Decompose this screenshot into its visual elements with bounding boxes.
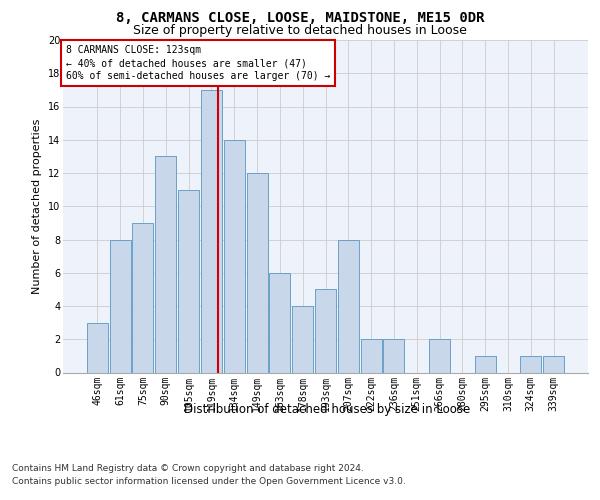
Text: Size of property relative to detached houses in Loose: Size of property relative to detached ho…	[133, 24, 467, 37]
Y-axis label: Number of detached properties: Number of detached properties	[32, 118, 42, 294]
Bar	[201, 90, 222, 372]
Bar	[224, 140, 245, 372]
Bar	[155, 156, 176, 372]
Text: 8, CARMANS CLOSE, LOOSE, MAIDSTONE, ME15 0DR: 8, CARMANS CLOSE, LOOSE, MAIDSTONE, ME15…	[116, 11, 484, 25]
Text: Contains HM Land Registry data © Crown copyright and database right 2024.: Contains HM Land Registry data © Crown c…	[12, 464, 364, 473]
Bar	[87, 322, 108, 372]
Bar	[383, 339, 404, 372]
Bar	[475, 356, 496, 372]
Bar	[178, 190, 199, 372]
Bar	[361, 339, 382, 372]
Bar	[429, 339, 450, 372]
Bar	[338, 240, 359, 372]
Bar	[269, 273, 290, 372]
Bar	[543, 356, 564, 372]
Text: Contains public sector information licensed under the Open Government Licence v3: Contains public sector information licen…	[12, 477, 406, 486]
Bar	[133, 223, 154, 372]
Bar	[247, 173, 268, 372]
Bar	[520, 356, 541, 372]
Text: 8 CARMANS CLOSE: 123sqm
← 40% of detached houses are smaller (47)
60% of semi-de: 8 CARMANS CLOSE: 123sqm ← 40% of detache…	[65, 45, 330, 82]
Bar	[315, 290, 336, 372]
Bar	[110, 240, 131, 372]
Bar	[292, 306, 313, 372]
Text: Distribution of detached houses by size in Loose: Distribution of detached houses by size …	[184, 402, 470, 415]
